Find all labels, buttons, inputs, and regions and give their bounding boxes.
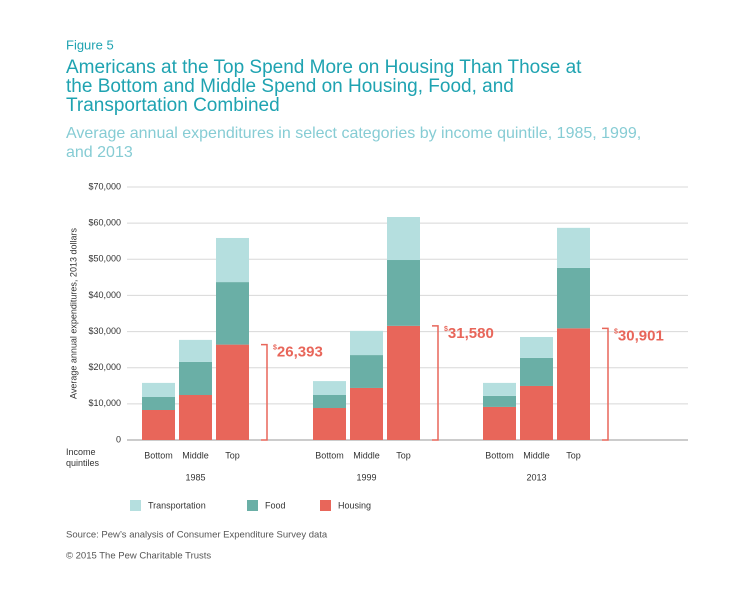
bar-segment	[350, 330, 383, 356]
bar-segment	[557, 328, 590, 440]
chart-title: the Bottom and Middle Spend on Housing, …	[66, 76, 514, 97]
legend-swatch	[320, 500, 331, 511]
figure-label: Figure 5	[66, 37, 114, 52]
y-tick-label: $70,000	[88, 181, 121, 191]
bar-segment	[520, 385, 553, 440]
x-tick-label: Bottom	[315, 450, 344, 460]
bar-segment	[387, 216, 420, 261]
value-label: $31,580	[444, 325, 494, 342]
x-axis-label: Income quintiles	[66, 447, 100, 468]
x-tick-label: Middle	[523, 450, 550, 460]
x-tick-label: Bottom	[144, 450, 173, 460]
bar-segment	[179, 395, 212, 440]
legend-label: Food	[265, 500, 286, 510]
x-tick-label: Bottom	[485, 450, 514, 460]
bracket	[261, 343, 268, 441]
legend-swatch	[247, 500, 258, 511]
x-tick-label: Top	[566, 450, 581, 460]
bar-segment	[179, 339, 212, 362]
x-tick-label: Middle	[182, 450, 209, 460]
legend-label: Transportation	[148, 500, 206, 510]
chart-title: Americans at the Top Spend More on Housi…	[66, 57, 582, 78]
bar-segment	[557, 227, 590, 268]
bar-segment	[520, 336, 553, 358]
chart-title: Transportation Combined	[66, 95, 280, 116]
bar-segment	[483, 406, 516, 440]
y-axis-label: Average annual expenditures, 2013 dollar…	[68, 228, 78, 399]
y-tick-label: $30,000	[88, 326, 121, 336]
group-label: 1985	[185, 472, 205, 482]
y-tick-label: $60,000	[88, 218, 121, 228]
bar-segment	[350, 387, 383, 440]
y-tick-label: 0	[116, 434, 121, 444]
value-label: $30,901	[614, 327, 664, 344]
bar-segment	[216, 282, 249, 345]
bar-segment	[387, 325, 420, 440]
bar-segment	[142, 382, 175, 397]
bar-segment	[483, 395, 516, 407]
group-label: 1999	[356, 472, 376, 482]
x-tick-label: Top	[225, 450, 240, 460]
x-tick-label: Top	[396, 450, 411, 460]
source: Source: Pew’s analysis of Consumer Expen…	[66, 530, 328, 541]
legend-swatch	[130, 500, 141, 511]
bar-segment	[557, 267, 590, 329]
y-tick-label: $40,000	[88, 290, 121, 300]
value-label: $26,393	[273, 344, 323, 361]
bracket	[602, 327, 609, 441]
chart-subtitle: and 2013	[66, 144, 133, 161]
bracket	[432, 325, 439, 441]
group-label: 2013	[526, 472, 546, 482]
x-tick-label: Middle	[353, 450, 380, 460]
bar-segment	[387, 260, 420, 326]
bar-segment	[313, 408, 346, 440]
chart-subtitle: Average annual expenditures in select ca…	[66, 125, 641, 142]
y-tick-label: $20,000	[88, 362, 121, 372]
bar-segment	[350, 355, 383, 388]
legend-label: Housing	[338, 500, 371, 510]
y-tick-label: $50,000	[88, 254, 121, 264]
y-tick-label: $10,000	[88, 398, 121, 408]
bar-segment	[313, 381, 346, 396]
bar-segment	[142, 410, 175, 440]
bar-segment	[520, 357, 553, 386]
copyright: © 2015 The Pew Charitable Trusts	[66, 551, 211, 562]
bar-segment	[216, 237, 249, 283]
bar-segment	[142, 396, 175, 411]
bar-segment	[179, 361, 212, 396]
bar-segment	[313, 395, 346, 409]
bar-segment	[483, 382, 516, 396]
bar-segment	[216, 344, 249, 440]
